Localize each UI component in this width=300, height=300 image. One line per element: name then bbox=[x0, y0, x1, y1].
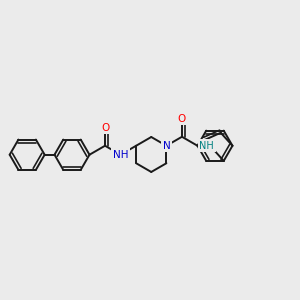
Text: N: N bbox=[163, 141, 170, 151]
Text: NH: NH bbox=[113, 150, 128, 160]
Text: O: O bbox=[101, 123, 109, 133]
Text: NH: NH bbox=[199, 140, 214, 151]
Text: O: O bbox=[178, 114, 186, 124]
